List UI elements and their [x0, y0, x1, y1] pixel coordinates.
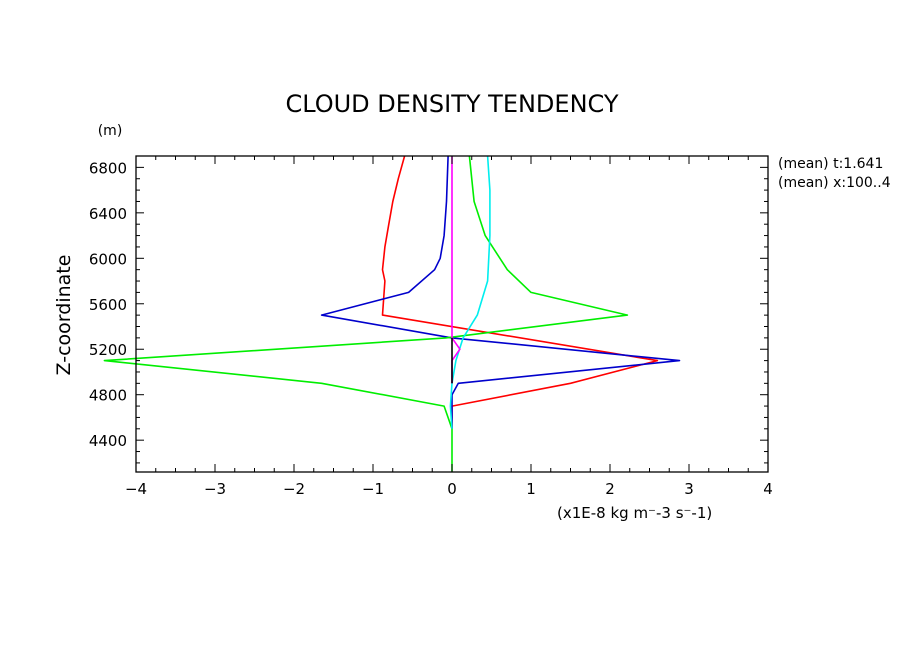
y-tick-label: 4800 [89, 387, 127, 405]
x-tick-label: 0 [447, 480, 457, 498]
y-tick-label: 5200 [89, 341, 127, 359]
x-tick-label: 2 [605, 480, 615, 498]
mean-time-annotation: (mean) t:1.641 [778, 156, 883, 172]
y-tick-label: 6000 [89, 250, 127, 268]
series-line-3 [449, 155, 491, 429]
series-line-1 [320, 155, 681, 429]
y-axis-label: Z-coordinate [53, 255, 75, 376]
x-tick-label: 4 [763, 480, 773, 498]
y-tick-label: 4400 [89, 432, 127, 450]
y-tick-label: 6400 [89, 205, 127, 223]
x-axis-label: (x1E-8 kg m⁻-3 s⁻-1) [557, 504, 712, 522]
x-tick-label: −1 [362, 480, 384, 498]
x-tick-label: 3 [684, 480, 694, 498]
x-tick-label: −4 [125, 480, 147, 498]
series-line-0 [381, 155, 659, 429]
y-tick-label: 6800 [89, 159, 127, 177]
x-tick-label: 1 [526, 480, 536, 498]
mean-x-annotation: (mean) x:100..4 [778, 175, 891, 191]
tick-labels: −4 −3 −2 −1 0 1 2 3 4 4400 4800 5200 5600 6000 6400 680… [89, 159, 773, 498]
chart-title: CLOUD DENSITY TENDENCY [285, 90, 618, 118]
x-tick-label: −3 [204, 480, 226, 498]
x-tick-label: −2 [283, 480, 305, 498]
axes-frame [135, 155, 769, 473]
y-axis-unit: (m) [98, 123, 123, 139]
series-layer [103, 155, 681, 472]
series-line-2 [103, 155, 629, 472]
y-tick-label: 5600 [89, 296, 127, 314]
